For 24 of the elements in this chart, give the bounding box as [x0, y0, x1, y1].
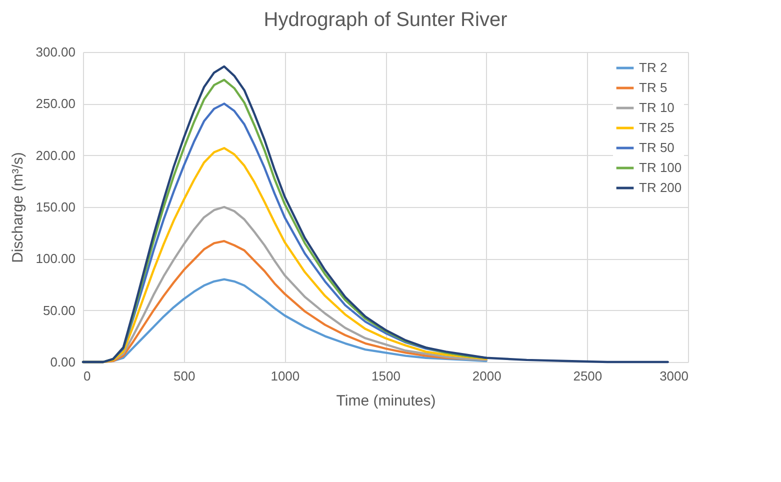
legend-label: TR 10 — [639, 100, 674, 115]
y-tick-label: 50.00 — [42, 302, 76, 318]
legend-label: TR 2 — [639, 60, 668, 75]
x-tick-label: 2500 — [573, 368, 602, 384]
legend-label: TR 5 — [639, 80, 668, 95]
x-tick-label: 1500 — [372, 368, 400, 384]
x-tick-label: 0 — [84, 368, 91, 384]
legend-label: TR 100 — [639, 160, 682, 175]
x-axis-title: Time (minutes) — [336, 392, 436, 410]
y-axis-title: Discharge (m³/s) — [10, 152, 27, 263]
y-tick-label: 250.00 — [36, 96, 76, 112]
x-tick-label: 3000 — [660, 368, 688, 384]
y-tick-label: 200.00 — [36, 148, 76, 163]
x-tick-label: 1000 — [270, 368, 300, 384]
y-tick-label: 150.00 — [36, 200, 76, 214]
legend-label: TR 200 — [639, 180, 682, 195]
x-tick-label: 500 — [173, 368, 196, 384]
legend-label: TR 50 — [639, 140, 674, 155]
y-tick-label: 300.00 — [36, 44, 76, 60]
chart-title: Hydrograph of Sunter River — [264, 9, 508, 31]
x-tick-label: 2000 — [472, 368, 502, 384]
legend-label: TR 25 — [639, 120, 674, 135]
y-tick-label: 100.00 — [36, 251, 76, 266]
y-tick-label: 0.00 — [50, 354, 76, 370]
